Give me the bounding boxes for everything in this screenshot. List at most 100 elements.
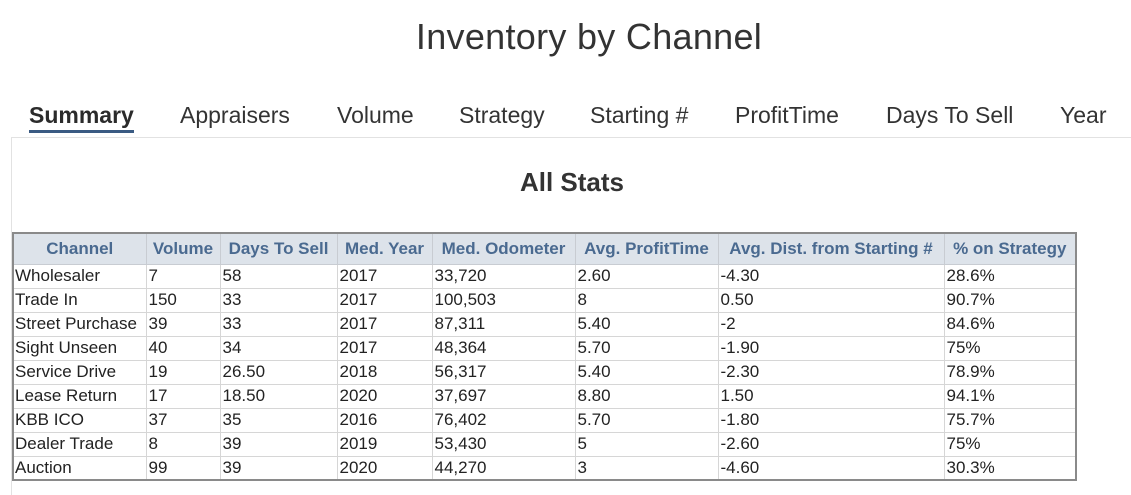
column-header-channel[interactable]: Channel — [12, 232, 147, 265]
cell-volume: 8 — [145, 431, 221, 457]
cell-volume: 7 — [145, 263, 221, 289]
cell-on-strategy: 94.1% — [943, 383, 1077, 409]
panel-title: All Stats — [519, 167, 625, 197]
cell-med-odometer: 44,270 — [431, 455, 576, 481]
cell-med-year: 2017 — [336, 311, 433, 337]
cell-days-to-sell: 58 — [219, 263, 338, 289]
cell-on-strategy: 75.7% — [943, 407, 1077, 433]
cell-med-odometer: 37,697 — [431, 383, 576, 409]
cell-channel: Trade In — [12, 287, 147, 313]
table-row: Trade In 150 33 2017 100,503 8 0.50 90.7… — [12, 287, 1077, 313]
cell-avg-profittime: 3 — [574, 455, 719, 481]
cell-avg-dist: -1.90 — [717, 335, 945, 361]
table-row: Street Purchase 39 33 2017 87,311 5.40 -… — [12, 311, 1077, 337]
cell-avg-profittime: 8.80 — [574, 383, 719, 409]
cell-channel: Street Purchase — [12, 311, 147, 337]
cell-days-to-sell: 18.50 — [219, 383, 338, 409]
cell-avg-dist: -2.60 — [717, 431, 945, 457]
cell-on-strategy: 90.7% — [943, 287, 1077, 313]
cell-days-to-sell: 39 — [219, 455, 338, 481]
cell-med-odometer: 33,720 — [431, 263, 576, 289]
table-row: Wholesaler 7 58 2017 33,720 2.60 -4.30 2… — [12, 263, 1077, 289]
cell-channel: KBB ICO — [12, 407, 147, 433]
cell-on-strategy: 78.9% — [943, 359, 1077, 385]
page-title: Inventory by Channel — [415, 16, 763, 57]
cell-days-to-sell: 26.50 — [219, 359, 338, 385]
tab-starting-number[interactable]: Starting # — [590, 102, 689, 128]
column-header-avg-profittime[interactable]: Avg. ProfitTime — [574, 232, 719, 265]
cell-channel: Dealer Trade — [12, 431, 147, 457]
cell-channel: Wholesaler — [12, 263, 147, 289]
cell-med-year: 2017 — [336, 287, 433, 313]
cell-avg-profittime: 5 — [574, 431, 719, 457]
cell-avg-profittime: 2.60 — [574, 263, 719, 289]
table-row: Service Drive 19 26.50 2018 56,317 5.40 … — [12, 359, 1077, 385]
cell-avg-dist: -2.30 — [717, 359, 945, 385]
tab-year[interactable]: Year — [1060, 102, 1107, 128]
cell-avg-profittime: 5.40 — [574, 359, 719, 385]
tab-summary[interactable]: Summary — [29, 102, 134, 133]
cell-avg-dist: -4.30 — [717, 263, 945, 289]
tab-appraisers[interactable]: Appraisers — [180, 102, 290, 128]
cell-on-strategy: 75% — [943, 431, 1077, 457]
column-header-med-year[interactable]: Med. Year — [336, 232, 433, 265]
cell-avg-dist: -4.60 — [717, 455, 945, 481]
cell-days-to-sell: 39 — [219, 431, 338, 457]
cell-med-year: 2017 — [336, 263, 433, 289]
table-row: KBB ICO 37 35 2016 76,402 5.70 -1.80 75.… — [12, 407, 1077, 433]
cell-avg-profittime: 5.40 — [574, 311, 719, 337]
cell-channel: Auction — [12, 455, 147, 481]
cell-med-year: 2020 — [336, 383, 433, 409]
column-header-volume[interactable]: Volume — [145, 232, 221, 265]
cell-channel: Lease Return — [12, 383, 147, 409]
column-header-days-to-sell[interactable]: Days To Sell — [219, 232, 338, 265]
table-header-row: Channel Volume Days To Sell Med. Year Me… — [12, 232, 1077, 265]
cell-med-odometer: 48,364 — [431, 335, 576, 361]
tab-days-to-sell[interactable]: Days To Sell — [886, 102, 1014, 128]
column-header-percent-on-strategy[interactable]: % on Strategy — [943, 232, 1077, 265]
table-row: Lease Return 17 18.50 2020 37,697 8.80 1… — [12, 383, 1077, 409]
cell-med-year: 2017 — [336, 335, 433, 361]
cell-days-to-sell: 33 — [219, 311, 338, 337]
cell-med-year: 2016 — [336, 407, 433, 433]
cell-avg-profittime: 5.70 — [574, 407, 719, 433]
table-row: Auction 99 39 2020 44,270 3 -4.60 30.3% — [12, 455, 1077, 481]
cell-volume: 17 — [145, 383, 221, 409]
cell-volume: 150 — [145, 287, 221, 313]
cell-volume: 99 — [145, 455, 221, 481]
stats-table: Channel Volume Days To Sell Med. Year Me… — [12, 232, 1077, 481]
cell-days-to-sell: 34 — [219, 335, 338, 361]
cell-channel: Sight Unseen — [12, 335, 147, 361]
cell-volume: 37 — [145, 407, 221, 433]
column-header-med-odometer[interactable]: Med. Odometer — [431, 232, 576, 265]
cell-days-to-sell: 33 — [219, 287, 338, 313]
cell-med-odometer: 76,402 — [431, 407, 576, 433]
cell-avg-profittime: 5.70 — [574, 335, 719, 361]
cell-on-strategy: 75% — [943, 335, 1077, 361]
cell-avg-profittime: 8 — [574, 287, 719, 313]
cell-med-odometer: 56,317 — [431, 359, 576, 385]
cell-avg-dist: 1.50 — [717, 383, 945, 409]
tab-bar: Summary Appraisers Volume Strategy Start… — [0, 96, 1131, 138]
cell-med-year: 2018 — [336, 359, 433, 385]
cell-med-odometer: 100,503 — [431, 287, 576, 313]
cell-avg-dist: 0.50 — [717, 287, 945, 313]
cell-med-odometer: 87,311 — [431, 311, 576, 337]
cell-channel: Service Drive — [12, 359, 147, 385]
cell-volume: 40 — [145, 335, 221, 361]
table-row: Sight Unseen 40 34 2017 48,364 5.70 -1.9… — [12, 335, 1077, 361]
cell-on-strategy: 30.3% — [943, 455, 1077, 481]
cell-on-strategy: 84.6% — [943, 311, 1077, 337]
cell-volume: 19 — [145, 359, 221, 385]
cell-med-year: 2020 — [336, 455, 433, 481]
tab-profittime[interactable]: ProfitTime — [735, 102, 839, 128]
summary-panel: All Stats Channel Volume Days To Sell Me… — [11, 137, 1131, 495]
tab-strategy[interactable]: Strategy — [459, 102, 545, 128]
column-header-avg-dist-from-starting[interactable]: Avg. Dist. from Starting # — [717, 232, 945, 265]
cell-med-odometer: 53,430 — [431, 431, 576, 457]
cell-on-strategy: 28.6% — [943, 263, 1077, 289]
cell-days-to-sell: 35 — [219, 407, 338, 433]
cell-avg-dist: -1.80 — [717, 407, 945, 433]
tab-volume[interactable]: Volume — [337, 102, 414, 128]
